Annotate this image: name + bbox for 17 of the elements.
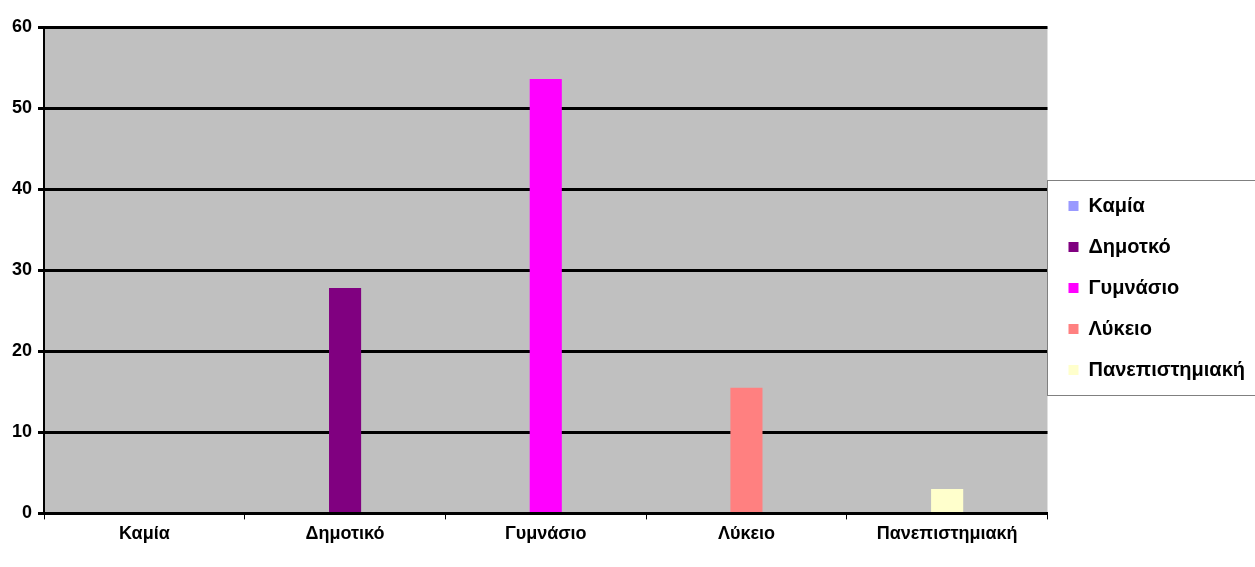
y-tick-label: 40 [11, 178, 33, 199]
y-tick-label: 50 [11, 97, 33, 118]
y-tick-label: 0 [22, 502, 33, 523]
y-tick-label: 60 [11, 15, 33, 36]
legend-label: Γυμνάσιο [1088, 275, 1180, 298]
y-tick-label: 30 [11, 259, 33, 280]
x-tick-label: Λύκειο [717, 523, 775, 544]
legend-label: Λύκειο [1088, 316, 1152, 339]
legend-label: Καμία [1088, 193, 1146, 216]
x-tick-label: Καμία [119, 523, 170, 544]
y-tick-label: 20 [11, 340, 33, 361]
y-tick-label: 10 [11, 421, 33, 442]
x-tick-label: Δημοτικό [305, 523, 385, 544]
x-tick-label: Πανεπιστημιακή [876, 523, 1018, 544]
legend-label: Δημοτκό [1088, 234, 1171, 257]
x-tick-label: Γυμνάσιο [504, 523, 587, 544]
legend-label: Πανεπιστημιακή [1088, 357, 1246, 380]
